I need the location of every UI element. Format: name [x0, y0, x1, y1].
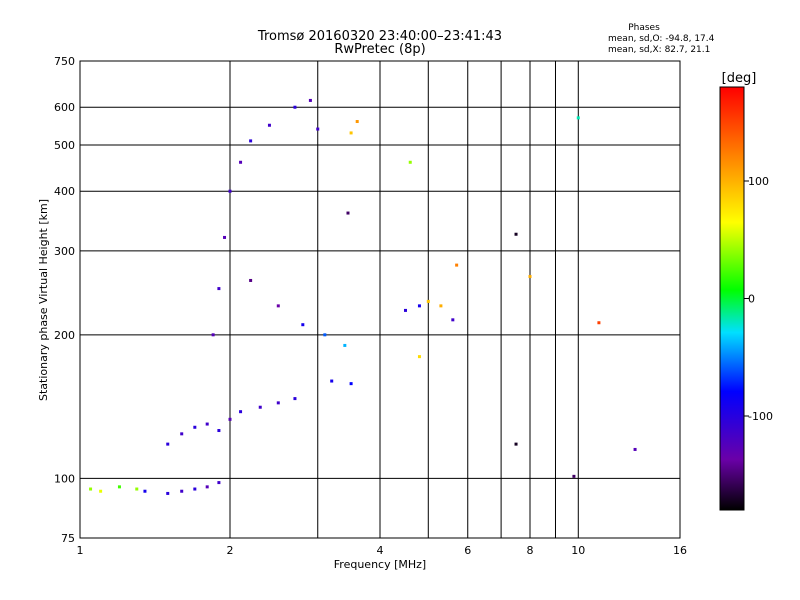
colorbar-tick-label: -100	[748, 410, 773, 423]
x-tick-label: 16	[673, 544, 687, 557]
data-point	[239, 160, 243, 164]
y-tick-label: 600	[54, 101, 75, 114]
plot-grid	[80, 61, 680, 538]
colorbar-label: [deg]	[722, 71, 757, 86]
data-point	[249, 278, 253, 282]
data-point	[117, 485, 121, 489]
x-tick-label: 4	[377, 544, 384, 557]
data-point	[99, 489, 103, 493]
x-axis-label: Frequency [MHz]	[334, 558, 426, 571]
colorbar-ticks: 100 0 -100	[744, 175, 773, 423]
data-point	[301, 323, 305, 327]
data-point	[267, 123, 271, 127]
data-point	[455, 263, 459, 267]
data-point	[514, 442, 518, 446]
data-point	[417, 355, 421, 359]
data-point	[276, 401, 280, 405]
data-point	[426, 299, 430, 303]
data-point	[355, 120, 359, 124]
data-point	[143, 489, 147, 493]
data-point	[323, 333, 327, 337]
y-tick-label: 100	[54, 472, 75, 485]
data-point	[228, 189, 232, 193]
x-tick-label: 10	[571, 544, 585, 557]
data-point	[276, 304, 280, 308]
colorbar-tick-label: 0	[748, 293, 755, 306]
data-point	[217, 481, 221, 485]
colorbar-tick-label: 100	[748, 175, 769, 188]
x-tick-label: 8	[527, 544, 534, 557]
data-point	[258, 405, 262, 409]
data-point	[572, 474, 576, 478]
data-point	[180, 432, 184, 436]
data-point	[249, 139, 253, 143]
data-point	[217, 429, 221, 433]
data-point	[349, 382, 353, 386]
phase-stats-x: mean, sd,X: 82.7, 21.1	[608, 45, 710, 55]
data-point	[166, 442, 170, 446]
data-point	[217, 287, 221, 291]
data-point	[223, 235, 227, 239]
y-tick-label: 200	[54, 329, 75, 342]
x-tick-label: 6	[464, 544, 471, 557]
y-tick-label: 500	[54, 139, 75, 152]
data-point	[211, 333, 215, 337]
data-point	[228, 417, 232, 421]
y-tick-label: 300	[54, 245, 75, 258]
data-point	[239, 410, 243, 414]
phase-stats-o: mean, sd,O: -94.8, 17.4	[608, 34, 715, 44]
x-tick-label: 1	[77, 544, 84, 557]
data-point	[576, 116, 580, 120]
y-tick-label: 750	[54, 55, 75, 68]
data-points	[89, 98, 637, 495]
data-point	[205, 485, 209, 489]
data-point	[135, 487, 139, 491]
data-point	[316, 127, 320, 131]
chart-subtitle: RwPretec (8p)	[334, 42, 425, 57]
data-point	[330, 379, 334, 383]
data-point	[451, 318, 455, 322]
data-point	[528, 275, 532, 279]
y-axis: 75 100 200 300 400 500 600 750	[54, 55, 75, 545]
data-point	[403, 308, 407, 312]
chart-title: Tromsø 20160320 23:40:00–23:41:43	[257, 29, 502, 44]
data-point	[633, 447, 637, 451]
data-point	[166, 491, 170, 495]
data-point	[293, 397, 297, 401]
data-point	[180, 489, 184, 493]
data-point	[205, 422, 209, 426]
data-point	[349, 131, 353, 135]
data-point	[293, 105, 297, 109]
data-point	[597, 321, 601, 325]
y-axis-label: Stationary phase Virtual Height [km]	[37, 199, 50, 401]
x-axis: 1 2 4 6 8 10 16	[77, 544, 688, 557]
data-point	[346, 211, 350, 215]
data-point	[89, 487, 93, 491]
data-point	[408, 160, 412, 164]
x-tick-label: 2	[227, 544, 234, 557]
data-point	[308, 98, 312, 102]
data-point	[439, 304, 443, 308]
y-tick-label: 75	[61, 532, 75, 545]
data-point	[343, 343, 347, 347]
data-point	[193, 425, 197, 429]
plot-frame	[79, 60, 681, 539]
colorbar	[719, 86, 745, 511]
data-point	[417, 304, 421, 308]
y-tick-label: 400	[54, 185, 75, 198]
data-point	[193, 487, 197, 491]
phase-stats-title: Phases	[628, 23, 660, 33]
data-point	[514, 232, 518, 236]
